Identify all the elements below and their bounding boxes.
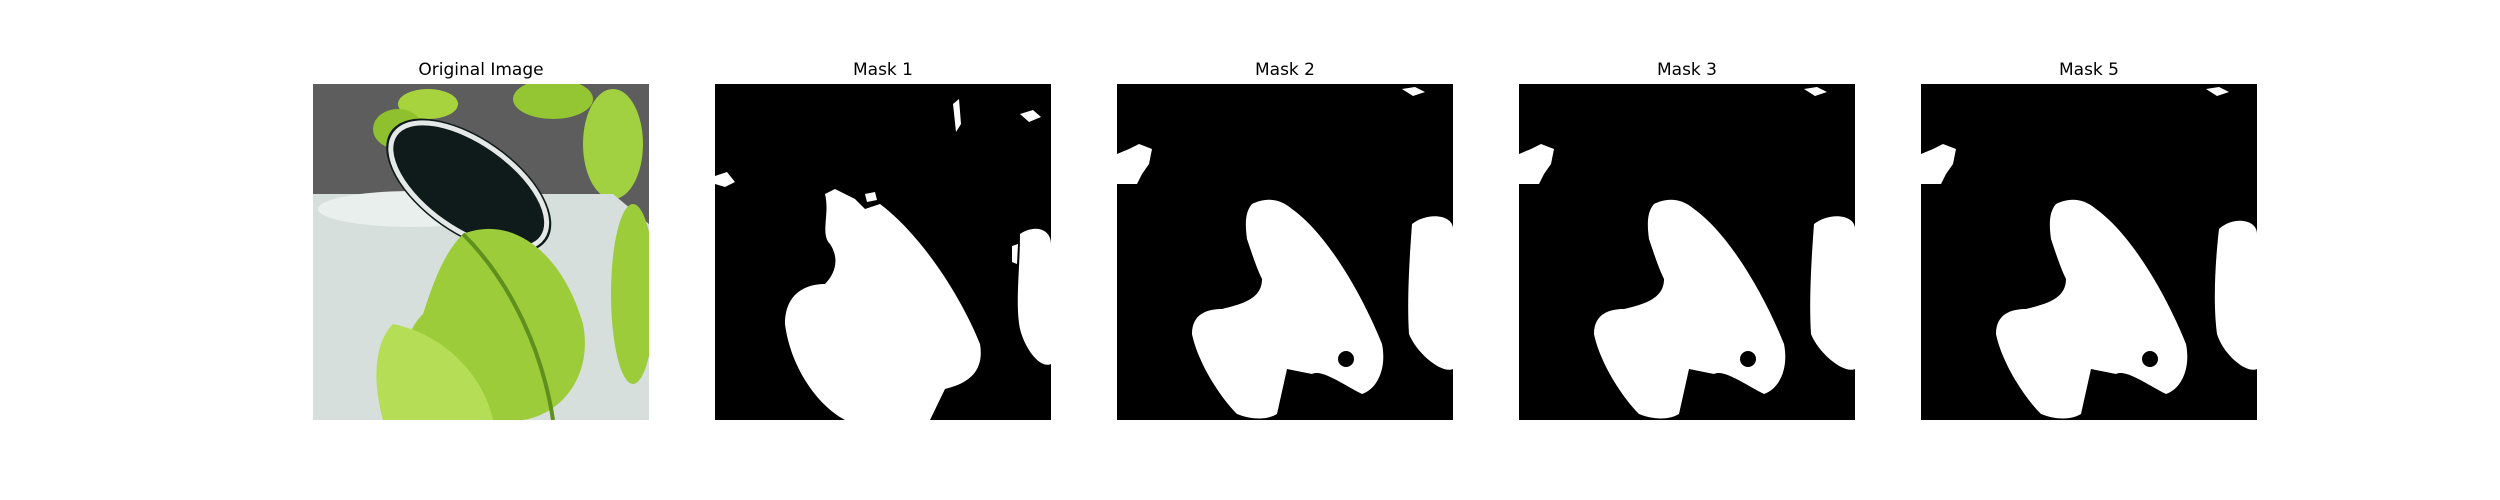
panel-title: Mask 3 bbox=[1656, 60, 1717, 80]
mask-region bbox=[1810, 216, 1855, 370]
mask-region bbox=[1804, 87, 1827, 96]
mask-region bbox=[953, 99, 961, 132]
panel-title: Original Image bbox=[418, 60, 544, 80]
mask-region bbox=[1996, 199, 2188, 419]
mask-3-panel: Mask 3 bbox=[1519, 60, 1855, 420]
mask-region bbox=[785, 189, 981, 420]
original-image-panel: Original Image bbox=[313, 60, 649, 420]
mask-3-image bbox=[1519, 84, 1855, 420]
mask-region bbox=[1192, 199, 1384, 419]
mask-region bbox=[1921, 144, 1956, 184]
mask-region bbox=[2206, 87, 2229, 96]
mask-region bbox=[865, 192, 877, 202]
mask-region bbox=[1594, 199, 1786, 419]
mask-region bbox=[1519, 144, 1554, 184]
leaf bbox=[513, 84, 593, 119]
mask-hole bbox=[1740, 351, 1756, 367]
mask-region bbox=[1017, 228, 1051, 365]
mask-5-panel: Mask 5 bbox=[1921, 60, 2257, 420]
leaf bbox=[583, 89, 643, 199]
mask-hole bbox=[2142, 351, 2158, 367]
mask-2-panel: Mask 2 bbox=[1117, 60, 1453, 420]
mask-region bbox=[1402, 87, 1425, 96]
panel-title: Mask 5 bbox=[2058, 60, 2119, 80]
leaf bbox=[611, 204, 649, 384]
mask-region bbox=[1020, 110, 1041, 122]
mask-region bbox=[2214, 220, 2257, 370]
mask-region bbox=[1117, 144, 1152, 184]
mask-region bbox=[1408, 216, 1453, 370]
panel-title: Mask 1 bbox=[852, 60, 913, 80]
mask-1-panel: Mask 1 bbox=[715, 60, 1051, 420]
mask-region bbox=[715, 172, 735, 187]
leaf-vein bbox=[461, 232, 555, 420]
panel-title: Mask 2 bbox=[1254, 60, 1315, 80]
mask-2-image bbox=[1117, 84, 1453, 420]
leaf bbox=[376, 324, 493, 420]
dark-cup bbox=[386, 118, 552, 254]
mask-5-image bbox=[1921, 84, 2257, 420]
original-image bbox=[313, 84, 649, 420]
leaf bbox=[398, 89, 458, 119]
mask-region bbox=[1012, 244, 1018, 264]
mask-hole bbox=[1338, 351, 1354, 367]
mask-1-image bbox=[715, 84, 1051, 420]
